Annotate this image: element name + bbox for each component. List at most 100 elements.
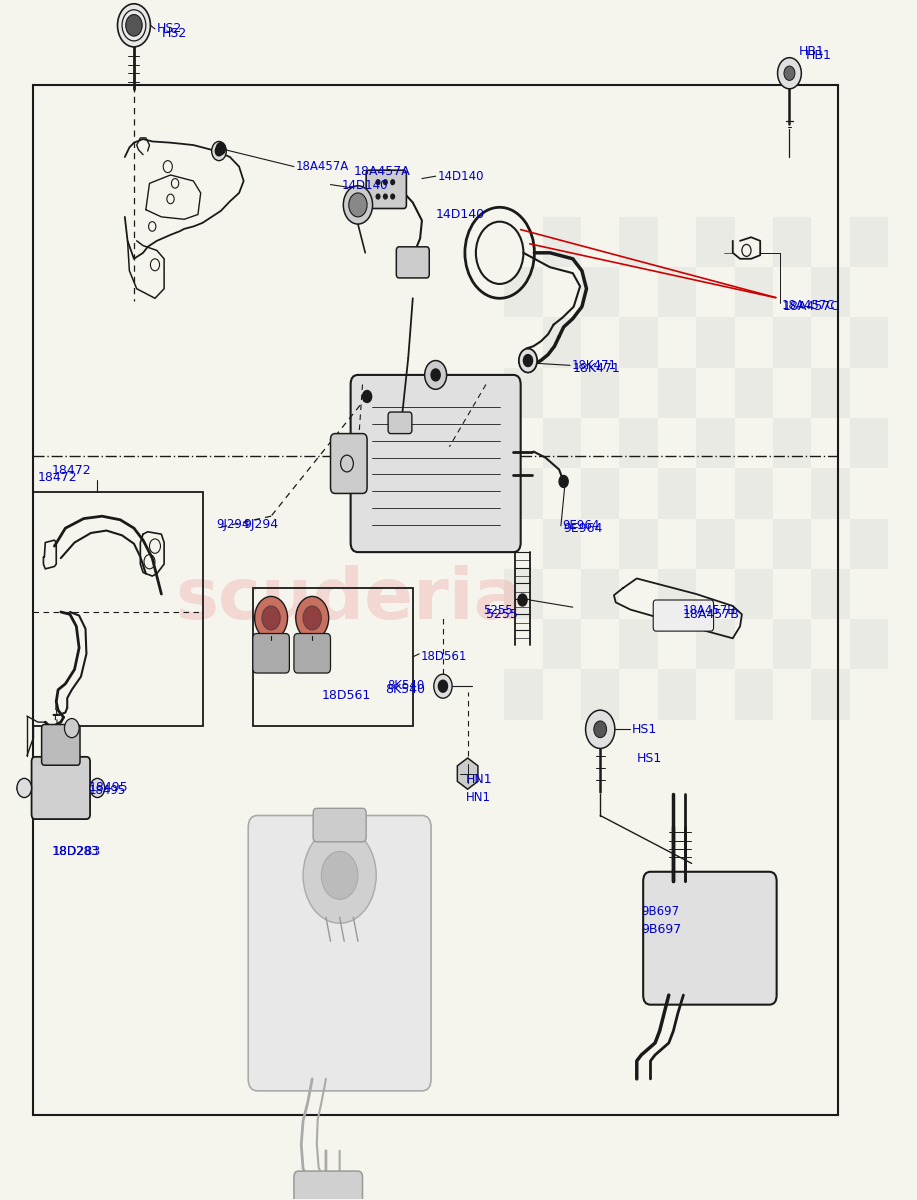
Circle shape xyxy=(321,852,358,899)
Bar xyxy=(812,268,850,318)
Bar xyxy=(504,670,543,720)
Text: 5255: 5255 xyxy=(483,605,513,617)
Bar xyxy=(657,367,696,418)
Text: HS1: HS1 xyxy=(632,722,657,736)
Bar xyxy=(657,569,696,619)
Circle shape xyxy=(117,4,150,47)
Bar xyxy=(33,85,838,1115)
Text: 18A457C: 18A457C xyxy=(783,300,840,313)
Bar xyxy=(773,418,812,468)
Bar xyxy=(581,569,619,619)
Circle shape xyxy=(348,193,367,217)
FancyBboxPatch shape xyxy=(31,757,90,820)
Circle shape xyxy=(778,58,801,89)
Text: 14D140: 14D140 xyxy=(341,179,388,192)
FancyBboxPatch shape xyxy=(350,374,521,552)
Circle shape xyxy=(90,779,105,798)
Circle shape xyxy=(559,475,569,487)
Bar xyxy=(696,518,735,569)
Text: 18495: 18495 xyxy=(89,784,127,797)
Text: HB1: HB1 xyxy=(799,46,824,58)
FancyBboxPatch shape xyxy=(294,1171,362,1200)
Circle shape xyxy=(215,146,223,156)
Bar xyxy=(619,217,657,268)
Bar xyxy=(504,569,543,619)
Bar xyxy=(735,268,773,318)
Circle shape xyxy=(304,606,321,630)
Text: HN1: HN1 xyxy=(466,791,491,804)
Bar xyxy=(504,367,543,418)
Circle shape xyxy=(784,66,795,80)
Circle shape xyxy=(343,186,372,224)
Text: 18D561: 18D561 xyxy=(321,689,370,702)
Circle shape xyxy=(519,348,537,372)
Bar xyxy=(696,318,735,367)
Bar xyxy=(543,318,581,367)
Bar xyxy=(850,418,889,468)
Text: 9E964: 9E964 xyxy=(563,520,600,533)
Circle shape xyxy=(212,142,226,161)
FancyBboxPatch shape xyxy=(653,600,713,631)
Polygon shape xyxy=(458,758,478,790)
Circle shape xyxy=(431,368,440,380)
Text: 18495: 18495 xyxy=(88,781,127,794)
Text: 18A457C: 18A457C xyxy=(782,299,835,312)
FancyBboxPatch shape xyxy=(366,170,406,209)
Text: HS2: HS2 xyxy=(161,28,187,41)
Bar xyxy=(619,619,657,670)
Bar xyxy=(543,619,581,670)
Bar xyxy=(657,268,696,318)
Circle shape xyxy=(64,719,79,738)
Circle shape xyxy=(434,674,452,698)
Bar xyxy=(812,367,850,418)
Circle shape xyxy=(126,14,142,36)
FancyBboxPatch shape xyxy=(249,816,431,1091)
Circle shape xyxy=(438,680,447,692)
Bar xyxy=(619,518,657,569)
FancyBboxPatch shape xyxy=(313,809,366,842)
Text: 14D140: 14D140 xyxy=(436,208,485,221)
FancyBboxPatch shape xyxy=(388,412,412,433)
FancyBboxPatch shape xyxy=(396,247,429,278)
Text: 18472: 18472 xyxy=(38,472,78,485)
Text: 9B697: 9B697 xyxy=(641,905,679,918)
Circle shape xyxy=(255,596,288,640)
Circle shape xyxy=(296,596,328,640)
Bar xyxy=(773,619,812,670)
Text: 18A457B: 18A457B xyxy=(682,608,739,620)
Bar xyxy=(543,418,581,468)
Bar xyxy=(696,217,735,268)
FancyBboxPatch shape xyxy=(253,634,290,673)
Text: HS2: HS2 xyxy=(157,23,182,36)
Bar xyxy=(253,588,413,726)
FancyBboxPatch shape xyxy=(41,725,80,766)
Text: 5255: 5255 xyxy=(486,608,518,620)
Text: 9J294: 9J294 xyxy=(244,518,279,532)
Bar xyxy=(657,468,696,518)
Text: 8K540: 8K540 xyxy=(387,678,425,691)
Circle shape xyxy=(391,194,394,199)
Circle shape xyxy=(383,194,387,199)
Text: 14D140: 14D140 xyxy=(437,169,484,182)
FancyBboxPatch shape xyxy=(294,634,330,673)
Bar xyxy=(850,518,889,569)
Bar xyxy=(735,670,773,720)
Bar xyxy=(619,318,657,367)
Text: 18K471: 18K471 xyxy=(572,359,617,372)
Circle shape xyxy=(524,354,533,366)
Bar xyxy=(850,318,889,367)
Text: 18D283: 18D283 xyxy=(51,845,101,858)
Circle shape xyxy=(376,194,380,199)
Bar xyxy=(850,217,889,268)
Circle shape xyxy=(586,710,614,749)
Bar xyxy=(504,268,543,318)
Text: 18A457A: 18A457A xyxy=(353,164,410,178)
Bar xyxy=(773,217,812,268)
Text: HS1: HS1 xyxy=(636,751,662,764)
Circle shape xyxy=(425,360,447,389)
Bar xyxy=(773,518,812,569)
Text: 18472: 18472 xyxy=(51,464,92,478)
Circle shape xyxy=(216,143,226,155)
Bar xyxy=(696,619,735,670)
Circle shape xyxy=(476,222,524,284)
